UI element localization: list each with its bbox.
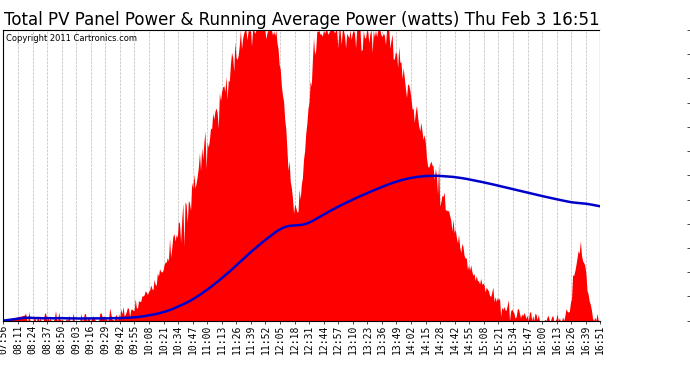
Text: Copyright 2011 Cartronics.com: Copyright 2011 Cartronics.com <box>6 34 137 44</box>
Text: Total PV Panel Power & Running Average Power (watts) Thu Feb 3 16:51: Total PV Panel Power & Running Average P… <box>4 11 600 29</box>
